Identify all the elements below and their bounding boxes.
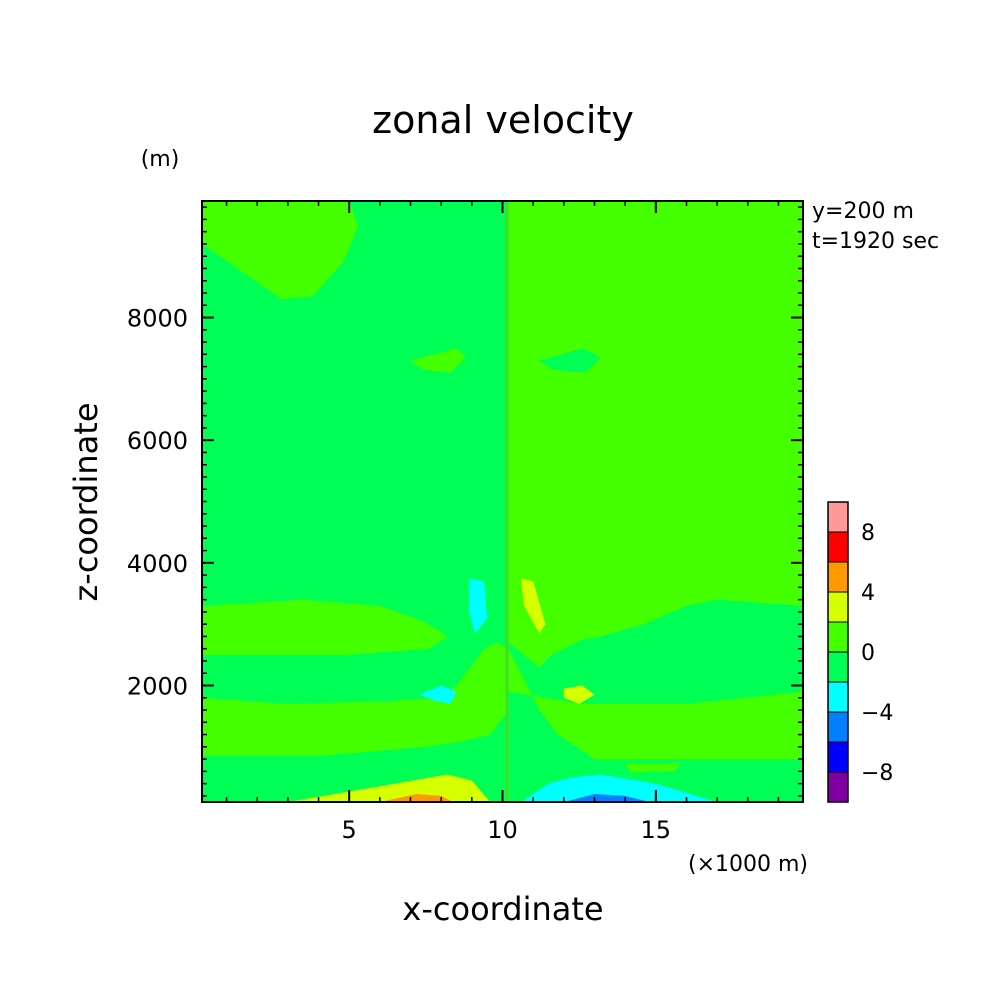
x-axis-label: x-coordinate	[402, 890, 603, 928]
y-tick-label: 4000	[127, 550, 188, 578]
contour-region-6	[410, 348, 466, 373]
colorbar-swatch	[828, 712, 848, 742]
colorbar-tick-label: 0	[861, 641, 875, 666]
contour-region-11	[379, 794, 454, 802]
y-tick-label: 2000	[127, 672, 188, 700]
x-tick-label: 10	[487, 816, 518, 844]
plot-area	[202, 201, 803, 802]
colorbar: 8 4 0 −4 −8	[827, 501, 893, 803]
colorbar-swatch	[828, 592, 848, 622]
contour-region-9	[625, 762, 681, 773]
contour-region-16	[419, 685, 457, 704]
y-tick-label: 8000	[127, 305, 188, 333]
colorbar-tick-label: −8	[861, 761, 893, 786]
colorbar-swatch	[828, 652, 848, 682]
x-axis-unit: (×1000 m)	[688, 852, 808, 877]
colorbar-tick-label: 8	[861, 521, 875, 546]
colorbar-swatch	[828, 502, 848, 532]
chart-title: zonal velocity	[372, 98, 634, 142]
x-tick-label: 15	[641, 816, 672, 844]
y-tick-label: 6000	[127, 427, 188, 455]
contour-region-4	[202, 642, 509, 756]
contour-region-2	[508, 201, 803, 668]
annotation-time: t=1920 sec	[812, 229, 939, 254]
colorbar-swatch	[828, 562, 848, 592]
colorbar-swatch	[828, 682, 848, 712]
x-tick-label: 5	[342, 816, 357, 844]
y-axis-ticks: 2000 4000 6000 8000	[127, 305, 803, 700]
contour-region-12	[520, 774, 718, 802]
contour-region-7	[539, 348, 601, 373]
colorbar-swatch	[828, 772, 848, 802]
contour-region-5	[202, 599, 448, 655]
contour-region-0	[202, 201, 359, 300]
colorbar-tick-label: −4	[861, 701, 893, 726]
contour-region-15	[520, 578, 546, 634]
contour-region-3	[508, 648, 803, 760]
contour-region-8	[330, 762, 386, 775]
colorbar-swatch	[828, 742, 848, 772]
contour-regions	[202, 201, 803, 802]
x-axis-ticks: 5 10 15	[342, 201, 672, 844]
contour-region-13	[563, 794, 650, 802]
contour-region-10	[287, 774, 491, 802]
y-axis-label: z-coordinate	[67, 402, 105, 601]
colorbar-tick-label: 4	[861, 581, 875, 606]
annotation-y-value: y=200 m	[812, 199, 914, 224]
colorbar-swatch	[828, 622, 848, 652]
y-axis-unit: (m)	[141, 147, 180, 172]
colorbar-frame	[827, 501, 849, 803]
colorbar-swatch	[828, 532, 848, 562]
contour-region-14	[468, 578, 488, 634]
contour-region-17	[563, 685, 595, 704]
